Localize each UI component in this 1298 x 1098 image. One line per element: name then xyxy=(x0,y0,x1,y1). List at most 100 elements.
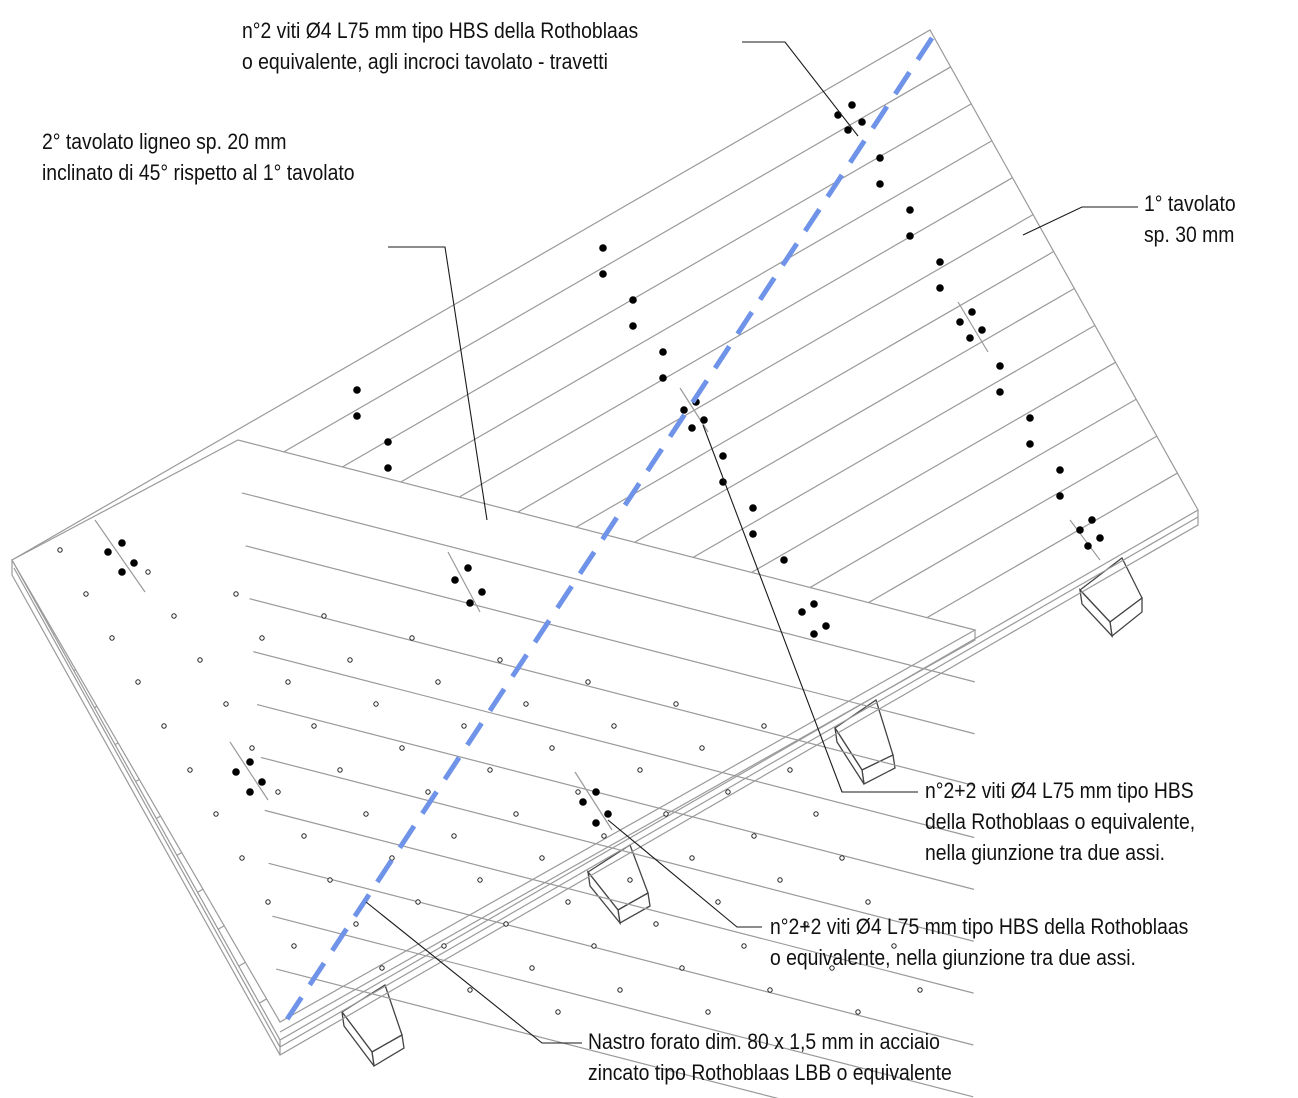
nail-mark xyxy=(663,811,669,817)
nail-mark xyxy=(761,723,767,729)
screw-mark xyxy=(258,778,266,786)
nail-mark xyxy=(555,1009,561,1015)
nail-mark xyxy=(477,877,483,883)
leader-nastro xyxy=(365,901,582,1044)
nail-mark xyxy=(585,679,591,685)
screw-mark xyxy=(592,819,600,827)
leader-viti-giunzione-b xyxy=(607,819,762,928)
second-layer-butt-joint xyxy=(229,741,269,801)
nail-mark xyxy=(539,855,545,861)
nail-mark xyxy=(233,591,239,597)
nail-mark xyxy=(705,1009,711,1015)
nail-mark xyxy=(259,635,265,641)
first-layer-butt-joint xyxy=(679,387,709,433)
nail-mark xyxy=(363,811,369,817)
nail-mark xyxy=(321,613,327,619)
nail-mark xyxy=(171,613,177,619)
second-layer-butt-joint xyxy=(574,771,613,831)
nail-mark xyxy=(239,855,245,861)
screw-mark xyxy=(384,464,392,472)
nail-mark xyxy=(575,789,581,795)
label-primo-tavolato-line2: sp. 30 mm xyxy=(1144,222,1235,247)
screw-mark xyxy=(1096,534,1104,542)
joist-1 xyxy=(1079,557,1143,638)
screw-mark xyxy=(104,548,112,556)
nail-mark xyxy=(513,811,519,817)
nail-mark xyxy=(327,877,333,883)
first-layer-butt-joint xyxy=(957,301,989,353)
screw-mark xyxy=(466,599,474,607)
screw-mark xyxy=(968,308,976,316)
label-primo-tavolato-line1: 1° tavolato xyxy=(1144,191,1236,216)
screw-mark xyxy=(659,374,667,382)
second-layer-joint xyxy=(249,598,975,787)
nail-mark xyxy=(917,987,923,993)
screw-mark xyxy=(848,101,856,109)
nail-mark xyxy=(487,767,493,773)
nail-mark xyxy=(787,767,793,773)
label-nastro-line2: zincato tipo Rothoblaas LBB o equivalent… xyxy=(588,1060,952,1085)
label-secondo-tavolato-line2: inclinato di 45° rispetto al 1° tavolato xyxy=(42,160,355,185)
label-secondo-tavolato-line1: 2° tavolato ligneo sp. 20 mm xyxy=(42,129,287,154)
screw-mark xyxy=(629,322,637,330)
nail-mark xyxy=(291,943,297,949)
leader-primo-tavolato xyxy=(1022,206,1138,236)
label-nastro: Nastro forato dim. 80 x 1,5 mm in acciai… xyxy=(588,1026,952,1088)
nail-mark xyxy=(389,855,395,861)
screw-mark xyxy=(246,758,254,766)
nail-mark xyxy=(379,965,385,971)
second-layer-board-joints xyxy=(94,492,975,1098)
nail-mark xyxy=(467,987,473,993)
nail-mark xyxy=(839,855,845,861)
joist-2 xyxy=(834,698,896,785)
nail-mark xyxy=(715,899,721,905)
second-layer-joint xyxy=(241,492,975,683)
nail-mark xyxy=(285,679,291,685)
second-board-layer xyxy=(11,439,977,1098)
screw-mark xyxy=(936,284,944,292)
screw-mark xyxy=(384,438,392,446)
second-layer-joint xyxy=(276,968,779,1098)
nail-mark xyxy=(441,943,447,949)
nail-mark xyxy=(611,723,617,729)
screw-mark xyxy=(906,206,914,214)
leader-viti-incroci xyxy=(742,41,859,137)
second-layer-butt-joint xyxy=(447,551,481,613)
label-nastro-line1: Nastro forato dim. 80 x 1,5 mm in acciai… xyxy=(588,1029,940,1054)
nail-mark xyxy=(187,767,193,773)
screw-mark xyxy=(1026,414,1034,422)
nail-mark xyxy=(627,877,633,883)
nail-mark xyxy=(399,745,405,751)
screw-mark xyxy=(478,588,486,596)
nail-mark xyxy=(699,745,705,751)
screw-mark xyxy=(1088,516,1096,524)
screw-mark xyxy=(1084,542,1092,550)
nail-mark xyxy=(549,745,555,751)
second-layer-joint xyxy=(260,756,974,942)
nail-mark xyxy=(347,657,353,663)
leader-secondo-tavolato xyxy=(388,246,488,521)
screw-mark xyxy=(1026,440,1034,448)
nail-mark xyxy=(83,591,89,597)
label-viti-giunzione-a-line2: della Rothoblaas o equivalente, xyxy=(925,809,1196,834)
leader-viti-giunzione-a xyxy=(702,424,918,793)
nail-mark xyxy=(751,833,757,839)
nail-mark xyxy=(523,701,529,707)
second-layer-joint xyxy=(272,915,974,1098)
screw-mark xyxy=(1056,492,1064,500)
nail-mark xyxy=(565,899,571,905)
label-viti-giunzione-a-line1: n°2+2 viti Ø4 L75 mm tipo HBS xyxy=(925,778,1194,803)
nail-mark xyxy=(337,767,343,773)
nail-mark xyxy=(301,833,307,839)
screw-mark xyxy=(118,539,126,547)
label-primo-tavolato: 1° tavolato sp. 30 mm xyxy=(1144,188,1236,250)
perforated-strap xyxy=(281,36,935,1026)
second-layer-butt-joint xyxy=(94,519,146,593)
screw-mark xyxy=(599,244,607,252)
nail-mark xyxy=(373,701,379,707)
screw-mark xyxy=(604,810,612,818)
screw-mark xyxy=(822,622,830,630)
nail-mark xyxy=(891,943,897,949)
nail-mark xyxy=(161,723,167,729)
small-nail-marks xyxy=(57,547,923,1015)
